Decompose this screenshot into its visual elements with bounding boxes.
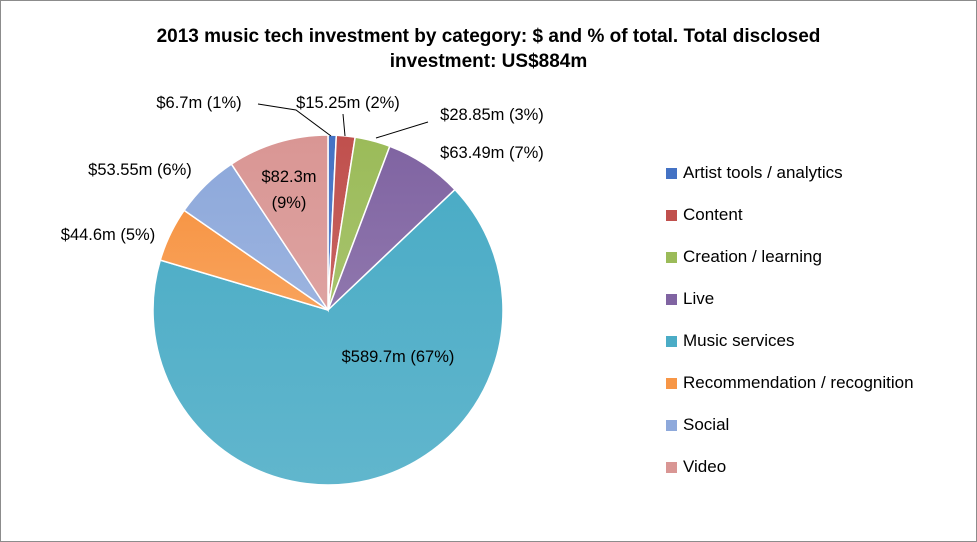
legend-item: Social — [666, 404, 914, 446]
legend-swatch — [666, 419, 677, 431]
legend-item: Artist tools / analytics — [666, 152, 914, 194]
legend-swatch — [666, 461, 677, 473]
legend-label: Music services — [683, 331, 795, 350]
data-label: $15.25m (2%) — [296, 94, 400, 112]
legend-swatch — [666, 377, 677, 389]
data-label: $589.7m (67%) — [342, 348, 455, 366]
chart-title-line-1: 2013 music tech investment by category: … — [156, 26, 821, 47]
pie-slice-video — [230, 134, 329, 313]
legend-swatch — [666, 293, 677, 305]
legend-item: Content — [666, 194, 914, 236]
leader-line — [342, 113, 346, 137]
chart-title-line-2: investment: US$884m — [389, 51, 588, 72]
data-label: $53.55m (6%) — [88, 161, 192, 179]
legend-label: Video — [683, 457, 727, 476]
legend-label: Artist tools / analytics — [683, 163, 843, 182]
legend-label: Live — [683, 289, 715, 308]
legend-label: Content — [683, 205, 743, 224]
pie-slice-music-services — [152, 188, 504, 486]
legend-swatch — [666, 335, 677, 347]
legend-item: Live — [666, 278, 914, 320]
legend-item: Video — [666, 446, 914, 488]
legend-label: Social — [683, 415, 730, 434]
legend-item: Creation / learning — [666, 236, 914, 278]
data-label: $82.3m (9%) — [261, 168, 316, 212]
legend-item: Music services — [666, 320, 914, 362]
legend-swatch — [666, 167, 677, 179]
legend-label: Creation / learning — [683, 247, 822, 266]
legend-item: Recommendation / recognition — [666, 362, 914, 404]
legend-swatch — [666, 209, 677, 221]
legend-label: Recommendation / recognition — [683, 373, 914, 392]
data-label: $63.49m (7%) — [440, 144, 544, 162]
data-label: $44.6m (5%) — [61, 226, 155, 244]
data-label: $6.7m (1%) — [156, 94, 241, 112]
leader-line — [375, 121, 429, 139]
data-label: $28.85m (3%) — [440, 106, 544, 124]
legend-swatch — [666, 251, 677, 263]
leader-line — [257, 103, 332, 137]
legend: Artist tools / analytics Content Creation … — [666, 152, 914, 488]
chart-title: 2013 music tech investment by category: … — [0, 24, 977, 74]
